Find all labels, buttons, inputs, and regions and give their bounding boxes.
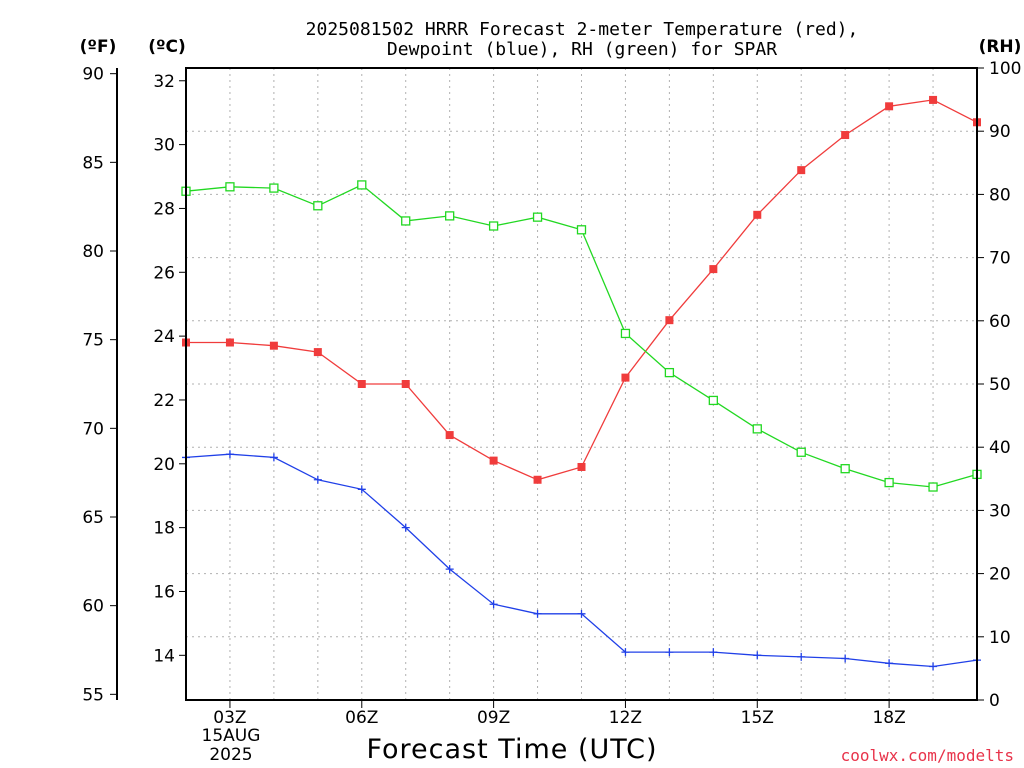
dewpoint-point bbox=[533, 609, 542, 618]
dewpoint-point bbox=[357, 485, 366, 494]
axes-layer: 03Z 06Z 09Z 12Z 15Z 18Z 14 16 18 20 22 24 26 28 30 32 55… bbox=[82, 59, 1021, 728]
rh-point bbox=[664, 367, 675, 378]
temperature-point bbox=[797, 166, 806, 175]
rh-point bbox=[313, 201, 323, 211]
rh-point bbox=[884, 477, 894, 488]
temperature-point bbox=[533, 475, 542, 484]
rh-point bbox=[269, 183, 279, 193]
temperature-point bbox=[885, 102, 894, 111]
dewpoint-point bbox=[929, 662, 938, 671]
temperature-point bbox=[577, 462, 586, 471]
rh-point bbox=[928, 482, 938, 492]
temperature-point bbox=[841, 131, 850, 140]
rh-tick-label: 60 bbox=[989, 312, 1011, 332]
rh-unit-label: (RH) bbox=[979, 37, 1022, 57]
rh-tick-label: 0 bbox=[989, 691, 1000, 711]
temperature-point bbox=[225, 338, 234, 347]
rh-point bbox=[488, 221, 499, 231]
temperature-point bbox=[269, 341, 278, 350]
celsius-unit-label: (ºC) bbox=[148, 37, 186, 57]
dewpoint-point bbox=[445, 565, 454, 574]
celsius-tick-label: 16 bbox=[153, 582, 175, 602]
temperature-point bbox=[357, 380, 366, 388]
rh-point bbox=[576, 225, 587, 235]
rh-tick-label: 50 bbox=[989, 375, 1011, 395]
dewpoint-point bbox=[269, 453, 278, 462]
fahrenheit-tick-label: 70 bbox=[82, 419, 104, 439]
temperature-point bbox=[401, 380, 410, 388]
rh-tick-label: 100 bbox=[989, 59, 1021, 79]
chart-title-line2: Dewpoint (blue), RH (green) for SPAR bbox=[387, 39, 777, 60]
rh-tick-label: 20 bbox=[989, 565, 1011, 585]
rh-point bbox=[752, 424, 762, 434]
temperature-point bbox=[665, 316, 674, 325]
fahrenheit-tick-label: 55 bbox=[82, 685, 104, 705]
x-tick-label: 15Z bbox=[741, 708, 774, 728]
fahrenheit-tick-label: 90 bbox=[82, 65, 104, 85]
credit-link[interactable]: coolwx.com/modelts bbox=[841, 746, 1014, 765]
x-tick-label: 12Z bbox=[609, 708, 642, 728]
temperature-point bbox=[313, 348, 322, 357]
fahrenheit-unit-label: (ºF) bbox=[80, 37, 117, 57]
dewpoint-point bbox=[401, 523, 410, 532]
date-label-year: 2025 bbox=[209, 745, 252, 765]
temperature-point bbox=[489, 456, 498, 465]
rh-point bbox=[532, 212, 543, 222]
fahrenheit-tick-label: 85 bbox=[82, 153, 104, 173]
date-label-day: 15AUG bbox=[202, 726, 261, 746]
dewpoint-point bbox=[225, 450, 234, 459]
dewpoint-point bbox=[709, 648, 718, 657]
dewpoint-point bbox=[797, 652, 806, 661]
celsius-tick-label: 18 bbox=[153, 519, 175, 539]
rh-point bbox=[708, 395, 718, 406]
temperature-point bbox=[445, 431, 454, 440]
celsius-tick-label: 24 bbox=[153, 327, 175, 347]
celsius-tick-label: 30 bbox=[153, 136, 175, 156]
fahrenheit-tick-label: 80 bbox=[82, 242, 104, 262]
celsius-tick-label: 22 bbox=[153, 391, 175, 411]
fahrenheit-tick-label: 65 bbox=[82, 508, 104, 528]
x-tick-label: 03Z bbox=[213, 708, 246, 728]
celsius-tick-label: 26 bbox=[153, 263, 175, 283]
celsius-tick-label: 28 bbox=[153, 199, 175, 219]
dewpoint-point bbox=[621, 648, 630, 657]
celsius-tick-label: 20 bbox=[153, 455, 175, 475]
rh-point bbox=[445, 211, 455, 221]
rh-point bbox=[225, 182, 235, 192]
dewpoint-point bbox=[753, 651, 762, 660]
fahrenheit-tick-label: 75 bbox=[82, 331, 104, 351]
dewpoint-point bbox=[577, 609, 586, 618]
rh-tick-label: 30 bbox=[989, 501, 1011, 521]
series-layer bbox=[181, 95, 982, 671]
x-axis-label: Forecast Time (UTC) bbox=[366, 734, 657, 765]
rh-tick-label: 80 bbox=[989, 185, 1011, 205]
temperature-point bbox=[929, 95, 938, 104]
rh-tick-label: 10 bbox=[989, 628, 1011, 648]
celsius-tick-label: 14 bbox=[153, 646, 175, 666]
temperature-point bbox=[709, 265, 718, 274]
chart-title-line1: 2025081502 HRRR Forecast 2-meter Tempera… bbox=[306, 19, 859, 40]
temperature-point bbox=[621, 373, 630, 382]
rh-point bbox=[401, 216, 411, 226]
rh-point bbox=[796, 447, 806, 457]
dewpoint-point bbox=[313, 475, 322, 484]
grid-lines bbox=[186, 68, 977, 700]
dewpoint-point bbox=[885, 659, 894, 668]
fahrenheit-tick-label: 60 bbox=[82, 597, 104, 617]
rh-tick-label: 40 bbox=[989, 438, 1011, 458]
x-tick-label: 09Z bbox=[477, 708, 510, 728]
dewpoint-point bbox=[665, 648, 674, 657]
rh-point bbox=[840, 464, 850, 474]
temperature-point bbox=[753, 210, 762, 219]
dewpoint-point bbox=[489, 600, 498, 609]
rh-point bbox=[620, 328, 631, 339]
rh-point bbox=[357, 180, 367, 190]
x-tick-label: 18Z bbox=[872, 708, 905, 728]
rh-tick-label: 70 bbox=[989, 249, 1011, 269]
dewpoint-point bbox=[841, 654, 850, 663]
x-tick-label: 06Z bbox=[345, 708, 378, 728]
celsius-tick-label: 32 bbox=[153, 72, 175, 92]
rh-tick-label: 90 bbox=[989, 122, 1011, 142]
